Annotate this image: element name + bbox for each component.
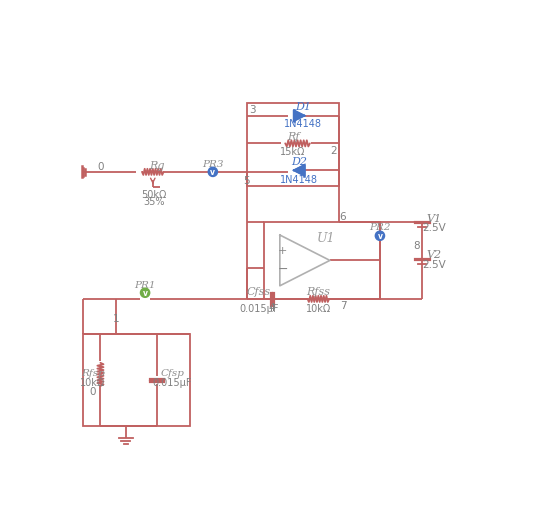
Text: −: −: [278, 262, 288, 275]
Bar: [83, 334, 190, 426]
Text: 5: 5: [244, 175, 250, 185]
Text: 2: 2: [331, 146, 337, 156]
Circle shape: [375, 232, 384, 241]
Text: 10kΩ: 10kΩ: [80, 377, 105, 387]
Text: 8: 8: [413, 241, 419, 250]
Text: Rg: Rg: [149, 161, 164, 171]
Text: v: v: [210, 168, 215, 177]
Text: 2.5V: 2.5V: [422, 223, 446, 233]
Text: Rf: Rf: [287, 131, 299, 142]
Text: 35%: 35%: [144, 196, 165, 207]
Text: PR2: PR2: [369, 222, 391, 232]
Text: 4: 4: [269, 302, 276, 312]
Text: V1: V1: [426, 214, 442, 223]
Text: Rfss: Rfss: [307, 287, 331, 297]
Text: 3: 3: [249, 105, 256, 115]
Text: +: +: [278, 246, 288, 256]
Text: 0.015μF: 0.015μF: [239, 303, 279, 314]
Text: V2: V2: [426, 250, 442, 260]
Text: Cfsp: Cfsp: [160, 368, 184, 377]
Text: 1: 1: [113, 314, 119, 324]
Text: Rfsp: Rfsp: [81, 368, 105, 377]
Text: D1: D1: [295, 102, 311, 112]
Text: v: v: [143, 289, 147, 298]
Text: Cfss: Cfss: [247, 287, 271, 297]
Text: v: v: [378, 232, 382, 241]
Text: 0: 0: [90, 386, 96, 397]
Text: PR1: PR1: [135, 280, 156, 289]
Text: 1N4148: 1N4148: [280, 175, 318, 184]
Circle shape: [208, 168, 217, 177]
Polygon shape: [294, 165, 304, 176]
Text: 50kΩ: 50kΩ: [142, 190, 167, 200]
Text: PR3: PR3: [202, 159, 224, 168]
Circle shape: [140, 289, 150, 298]
Text: 7: 7: [340, 300, 346, 310]
Bar: [264, 222, 380, 299]
Text: 10kΩ: 10kΩ: [305, 303, 331, 314]
Text: 6: 6: [340, 211, 346, 221]
Text: U1: U1: [317, 232, 335, 244]
Text: 0: 0: [97, 162, 104, 172]
Text: D2: D2: [291, 157, 307, 167]
Polygon shape: [294, 111, 304, 122]
Text: 1N4148: 1N4148: [284, 119, 322, 129]
Text: 2.5V: 2.5V: [422, 260, 446, 270]
Text: 15kΩ: 15kΩ: [280, 147, 305, 157]
Bar: [247, 103, 339, 186]
Text: 0.015μF: 0.015μF: [152, 377, 192, 387]
